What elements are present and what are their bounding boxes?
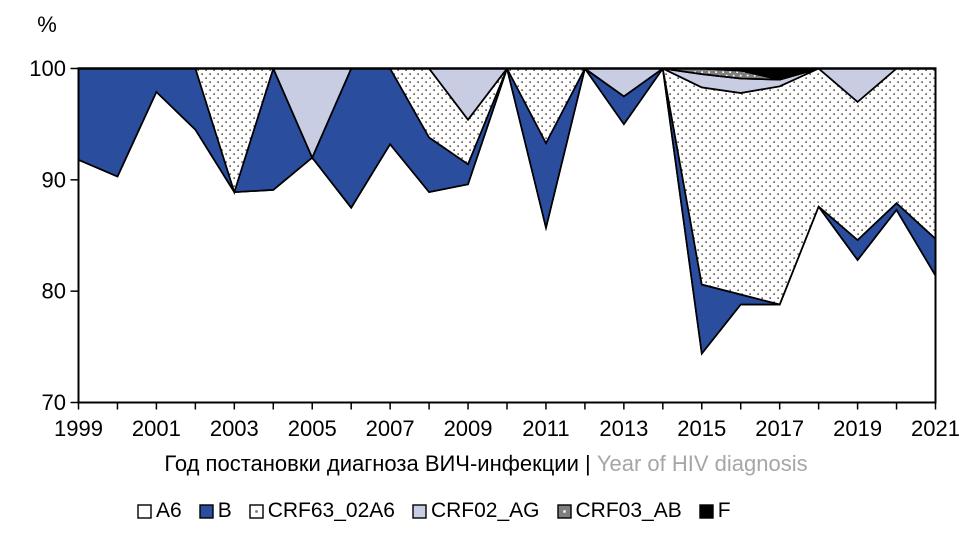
stacked-area-chart: % 1999 2001 2003 2005 2007 2009 2011 2013 2015 20…: [29, 12, 960, 441]
y-tick-label-70: 70: [42, 390, 66, 415]
x-tick-label-2009: 2009: [444, 416, 493, 441]
legend-label-A6: A6: [156, 499, 182, 522]
x-tick-label-2019: 2019: [833, 416, 882, 441]
x-tick-label-2013: 2013: [599, 416, 648, 441]
legend-label-B: B: [217, 499, 232, 522]
x-tick-label-2003: 2003: [210, 416, 259, 441]
y-axis-unit-label: %: [37, 12, 57, 37]
legend-label-F: F: [717, 499, 731, 522]
x-tick-label-2021: 2021: [911, 416, 960, 441]
area-layers: [78, 67, 936, 403]
legend-label-CRF02_AG: CRF02_AG: [430, 499, 540, 522]
x-tick-label-2011: 2011: [522, 416, 569, 441]
legend-swatch-CRF02_AG: [412, 503, 427, 519]
x-tick-label-2001: 2001: [132, 416, 181, 441]
chart-legend: A6 B CRF63_02A6 CRF02_AG CRF03_AB F: [137, 499, 731, 523]
x-tick-label-1999: 1999: [54, 416, 103, 441]
x-axis-title: Год постановки диагноза ВИЧ-инфекции | Y…: [0, 451, 972, 477]
y-tick-label-90: 90: [42, 167, 66, 192]
y-tick-label-100: 100: [29, 56, 66, 81]
axis-ticks: [70, 67, 937, 410]
x-tick-label-2017: 2017: [755, 416, 804, 441]
legend-item-B: B: [198, 499, 232, 523]
x-axis-title-russian: Год постановки диагноза ВИЧ-инфекции |: [164, 451, 591, 476]
legend-item-CRF02_AG: CRF02_AG: [412, 499, 540, 523]
x-tick-label-2015: 2015: [677, 416, 726, 441]
legend-item-CRF03_AB: CRF03_AB: [556, 499, 682, 523]
x-axis-title-english: Year of HIV diagnosis: [590, 451, 808, 476]
legend-swatch-B: [198, 503, 214, 519]
legend-swatch-CRF03_AB: [556, 503, 572, 519]
legend-swatch-F: [699, 503, 714, 519]
y-tick-label-80: 80: [42, 279, 66, 304]
legend-swatch-CRF63_02A6: [249, 503, 264, 519]
legend-label-CRF03_AB: CRF03_AB: [575, 499, 682, 522]
legend-label-CRF63_02A6: CRF63_02A6: [267, 499, 395, 522]
x-tick-label-2005: 2005: [288, 416, 337, 441]
legend-item-CRF63_02A6: CRF63_02A6: [249, 499, 395, 523]
legend-swatch-A6: [137, 503, 152, 519]
legend-item-F: F: [699, 499, 731, 523]
axis-tick-labels: 1999 2001 2003 2005 2007 2009 2011 2013 2015 2017…: [29, 56, 960, 441]
legend-item-A6: A6: [137, 499, 182, 523]
x-tick-label-2007: 2007: [366, 416, 415, 441]
